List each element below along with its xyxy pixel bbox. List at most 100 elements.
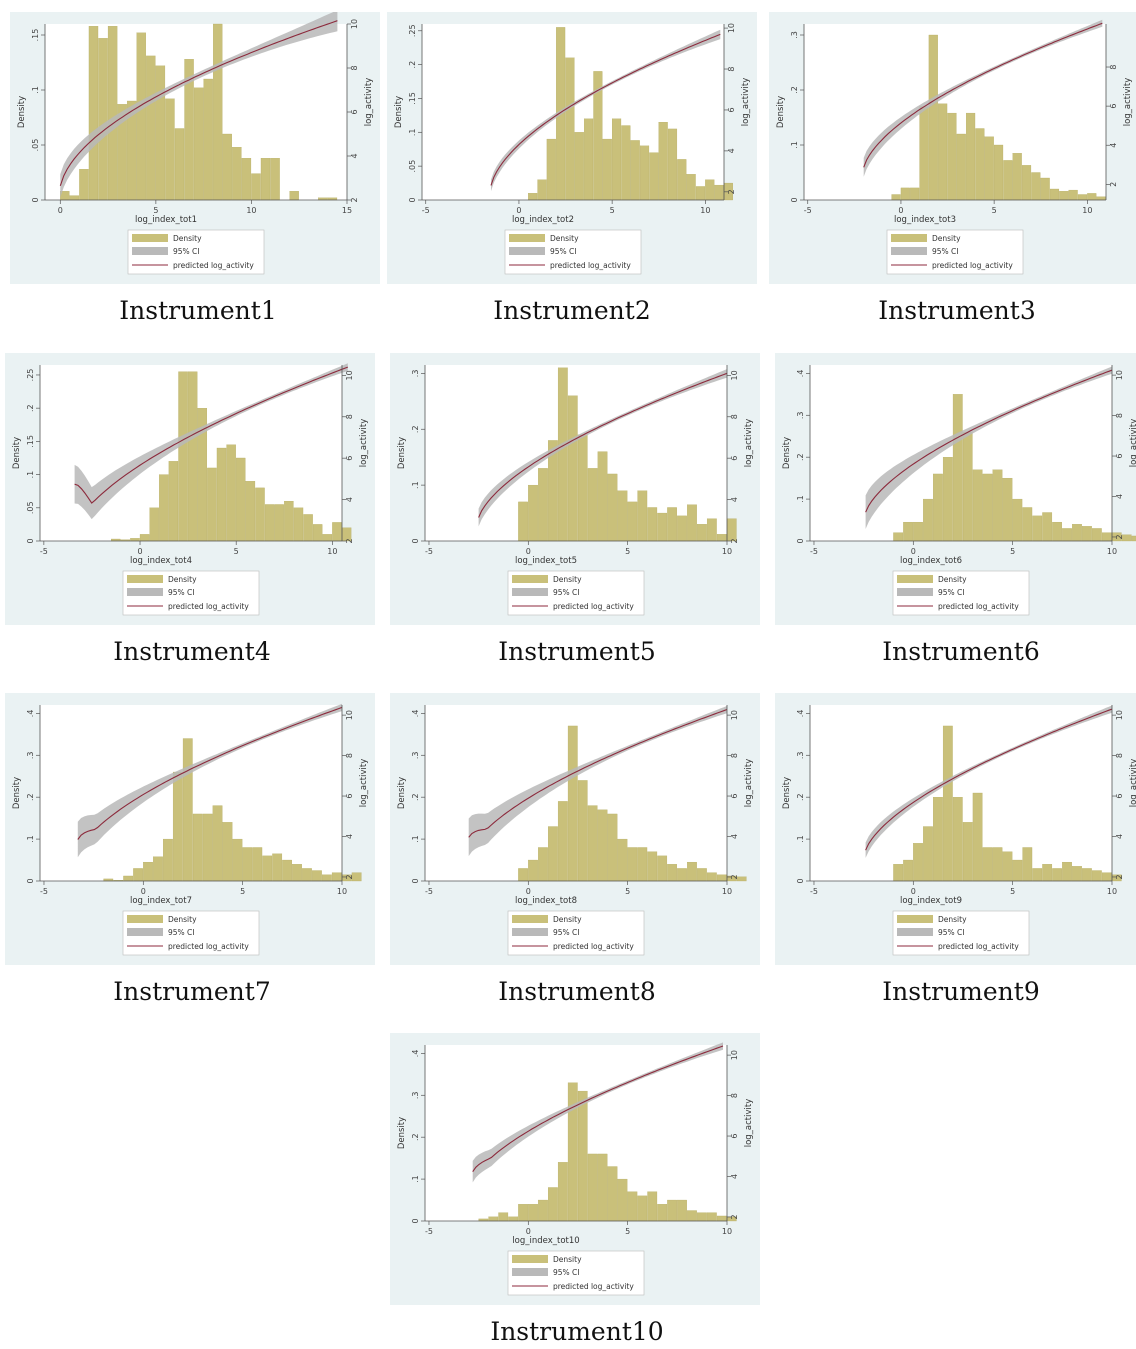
chart-panel-1: 0 5 10 15 0 .05 .1 .15 2 4 6 8 10 Density log_activity…: [10, 12, 380, 284]
y2-tick-label: 10: [727, 23, 736, 33]
x-tick-label: -5: [810, 547, 818, 556]
x-tick-label: 10: [1107, 887, 1117, 896]
histogram-bar: [1096, 196, 1106, 201]
histogram-bar: [938, 103, 948, 201]
legend-fit-label: predicted log_activity: [168, 602, 249, 611]
x-axis-label: log_index_tot1: [135, 215, 197, 225]
legend: Density 95% CI predicted log_activity: [507, 910, 645, 956]
histogram-bar: [972, 792, 983, 882]
histogram-bar: [903, 521, 913, 542]
fit-line: [490, 33, 721, 186]
y-tick-label: .2: [411, 793, 420, 801]
histogram-bar: [1022, 507, 1033, 542]
x-tick-label: 5: [234, 547, 239, 556]
histogram-bar: [893, 532, 904, 542]
y2-tick-label: 10: [350, 19, 359, 29]
fit-line: [865, 369, 1113, 513]
x-tick-label: 0: [58, 206, 63, 215]
histogram-bar: [133, 868, 143, 882]
legend-ci-label: 95% CI: [932, 247, 959, 256]
y2-tick-label: 2: [350, 197, 359, 202]
histogram-bar: [947, 112, 957, 201]
histogram-bar: [557, 1162, 568, 1222]
histogram-bar: [667, 1199, 677, 1222]
legend-density-swatch: [509, 234, 545, 242]
histogram-bar: [1082, 868, 1092, 882]
x-tick-label: 5: [153, 206, 158, 215]
histogram-bar: [1052, 521, 1062, 542]
histogram-bar: [252, 847, 263, 882]
y-axis-label: Density: [776, 96, 786, 128]
y-tick-label: .4: [411, 710, 420, 718]
y2-tick-label: 8: [1109, 64, 1118, 69]
y2-tick-label: 6: [350, 109, 359, 114]
y-tick-label: 0: [26, 538, 35, 543]
histogram-bar: [232, 838, 243, 882]
histogram-bar: [577, 1090, 588, 1222]
histogram-bar: [302, 868, 312, 882]
chart-svg-7: -5 0 5 10 0 .1 .2 .3 .4 2 4 6 8 10 Density log_activity…: [12, 703, 369, 956]
histogram-bar: [293, 507, 304, 542]
histogram-bar: [657, 855, 668, 882]
histogram-bar: [637, 847, 648, 882]
histogram-bar: [677, 868, 687, 882]
confidence-band: [74, 363, 348, 520]
fit-line: [472, 1045, 724, 1173]
legend-density-swatch: [891, 234, 927, 242]
chart-svg-9: -5 0 5 10 0 .1 .2 .3 .4 2 4 6 8 10 Density log_activity…: [782, 705, 1136, 956]
y-tick-label: .1: [408, 128, 417, 136]
legend-density-label: Density: [553, 915, 582, 924]
chart-caption: Instrument5: [498, 637, 656, 666]
histogram-bar: [1121, 534, 1132, 542]
x-axis-label: log_index_tot4: [130, 556, 192, 566]
histogram-bar: [139, 534, 150, 542]
legend-density-swatch: [897, 915, 933, 923]
histogram-bar: [232, 147, 242, 201]
legend-density-swatch: [512, 575, 548, 583]
x-tick-label: -5: [804, 206, 812, 215]
histogram-bar: [903, 859, 913, 882]
legend-density-label: Density: [173, 234, 202, 243]
y2-tick-label: 6: [730, 456, 739, 461]
x-axis-label: log_index_tot2: [512, 215, 574, 225]
histogram-bar: [1032, 868, 1043, 882]
y-axis-label: Density: [782, 777, 792, 809]
histogram-bar: [617, 838, 628, 882]
histogram-bar: [919, 106, 929, 201]
histogram-bar: [178, 371, 188, 542]
x-tick-label: -5: [40, 887, 48, 896]
histogram-bar: [1012, 859, 1023, 882]
chart-caption: Instrument10: [490, 1317, 664, 1346]
y2-tick-label: 2: [730, 874, 739, 879]
histogram-bar: [982, 847, 993, 882]
y-tick-label: .3: [790, 31, 799, 39]
histogram-bar: [1062, 861, 1072, 882]
y2-tick-label: 6: [727, 107, 736, 112]
histogram-bar: [182, 738, 193, 882]
histogram-bar: [518, 1204, 528, 1222]
histogram-bar: [1082, 526, 1092, 542]
x-tick-label: 0: [911, 547, 916, 556]
histogram-bar: [143, 861, 153, 882]
histogram-bar: [687, 1210, 697, 1222]
y-tick-label: 0: [26, 878, 35, 883]
y-tick-label: .1: [411, 1175, 420, 1183]
histogram-bar: [956, 133, 966, 201]
histogram-bar: [1040, 177, 1050, 201]
histogram-bar: [1021, 165, 1032, 201]
histogram-bar: [192, 813, 203, 882]
histogram-bar: [657, 512, 668, 542]
y-tick-label: .05: [26, 501, 35, 514]
y2-tick-label: 4: [1115, 494, 1124, 499]
histogram-bar: [942, 725, 953, 882]
y-tick-label: .2: [790, 86, 799, 94]
histogram-bar: [607, 473, 618, 542]
chart-panel-2: -5 0 5 10 0 .05 .1 .15 .2 .25 2 4 6 8 10 Density log_act…: [387, 12, 757, 284]
y2-tick-label: 2: [1115, 874, 1124, 879]
legend-fit-label: predicted log_activity: [553, 1282, 634, 1291]
histogram-bar: [557, 367, 568, 542]
legend: Density 95% CI predicted log_activity: [507, 1250, 645, 1296]
histogram-bar: [518, 501, 528, 542]
legend: Density 95% CI predicted log_activity: [504, 229, 642, 275]
histogram-bar: [488, 1216, 499, 1222]
